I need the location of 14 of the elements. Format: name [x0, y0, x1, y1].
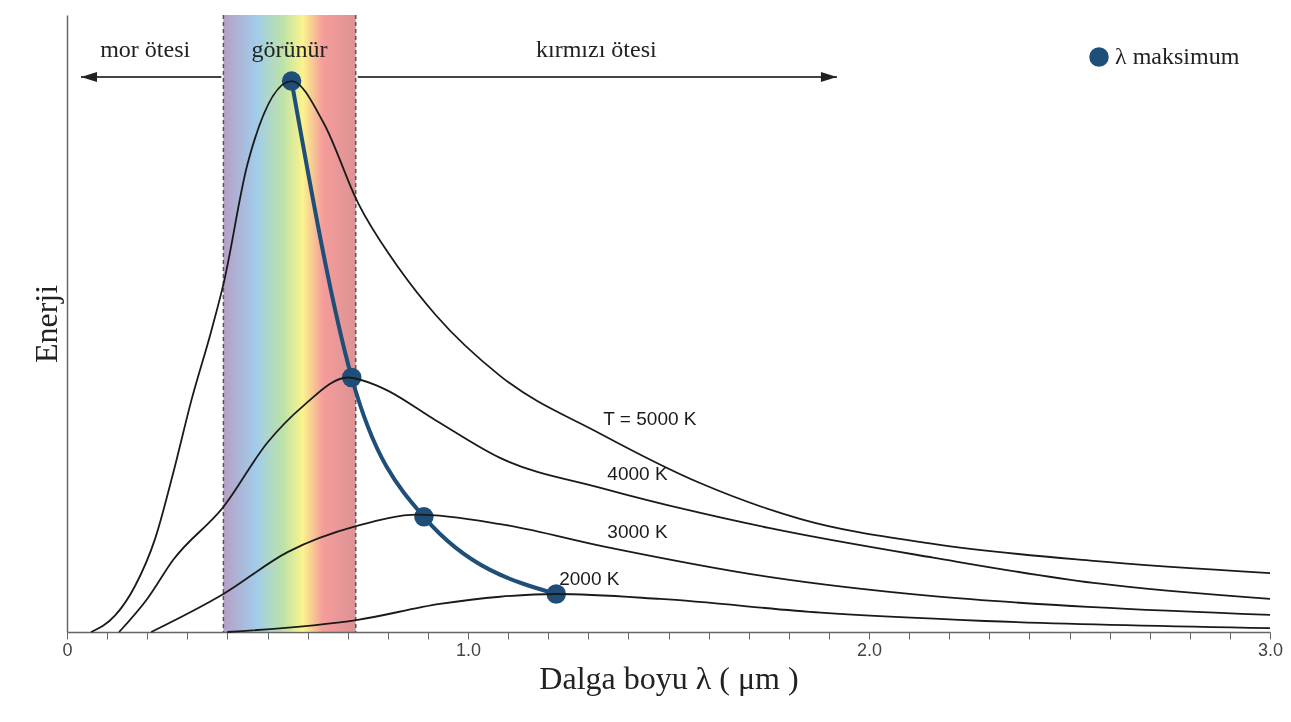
series-label: T = 5000 K: [603, 407, 697, 429]
series-label: 4000 K: [607, 462, 668, 484]
series-label: 3000 K: [607, 520, 668, 542]
text: mor ötesi: [100, 36, 191, 62]
legend-label: λ maksimum: [1115, 43, 1240, 69]
x-tick-label: 2.0: [856, 639, 883, 660]
text: kırmızı ötesi: [535, 36, 657, 62]
x-tick-label: 1.0: [455, 639, 482, 660]
x-tick-label: 0: [62, 639, 73, 660]
x-tick-label: 3.0: [1257, 639, 1284, 660]
x-axis-title: Dalga boyu λ ( μm ): [539, 659, 799, 696]
series-label: 2000 K: [559, 567, 620, 589]
y-axis-title: Enerji: [27, 284, 64, 364]
band-label: görünür: [251, 36, 328, 62]
